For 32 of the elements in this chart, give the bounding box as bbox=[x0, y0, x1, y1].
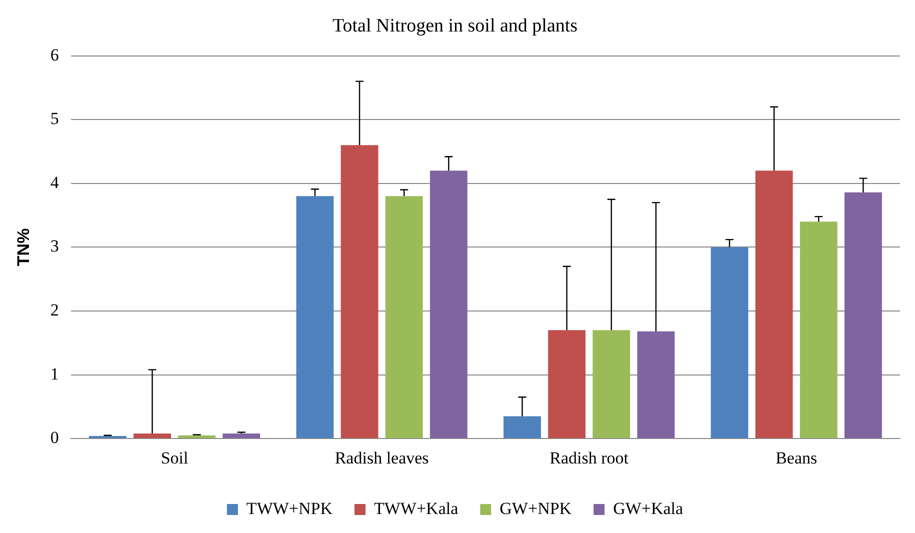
y-axis-title: TN% bbox=[14, 228, 33, 266]
x-tick-label: Soil bbox=[160, 448, 189, 468]
bar bbox=[755, 170, 793, 438]
bar bbox=[844, 192, 882, 438]
x-tick-label: Radish leaves bbox=[334, 448, 429, 468]
bar bbox=[134, 433, 171, 438]
bar bbox=[548, 330, 586, 438]
bar bbox=[296, 196, 334, 438]
bar bbox=[637, 331, 675, 438]
legend-label: GW+NPK bbox=[500, 498, 572, 518]
y-tick-label: 1 bbox=[50, 364, 59, 384]
x-tick-label: Radish root bbox=[550, 448, 629, 468]
bar bbox=[222, 433, 260, 438]
chart-title: Total Nitrogen in soil and plants bbox=[332, 15, 578, 36]
y-tick-label: 3 bbox=[50, 236, 59, 256]
y-tick-label: 5 bbox=[50, 109, 59, 128]
bar bbox=[504, 416, 541, 438]
y-tick-label: 2 bbox=[50, 300, 59, 320]
x-tick-label: Beans bbox=[776, 448, 818, 468]
legend-label: GW+Kala bbox=[613, 498, 684, 518]
legend-label: TWW+Kala bbox=[374, 498, 459, 518]
bar bbox=[710, 247, 748, 438]
bar bbox=[385, 196, 423, 438]
y-tick-label: 6 bbox=[50, 45, 59, 64]
legend-label: TWW+NPK bbox=[246, 498, 334, 518]
bar bbox=[340, 145, 378, 438]
bar bbox=[592, 330, 630, 438]
y-tick-label: 4 bbox=[50, 172, 60, 192]
y-tick-label: 0 bbox=[50, 428, 59, 448]
bar bbox=[800, 222, 838, 438]
bar bbox=[178, 435, 216, 438]
bar bbox=[430, 170, 468, 438]
